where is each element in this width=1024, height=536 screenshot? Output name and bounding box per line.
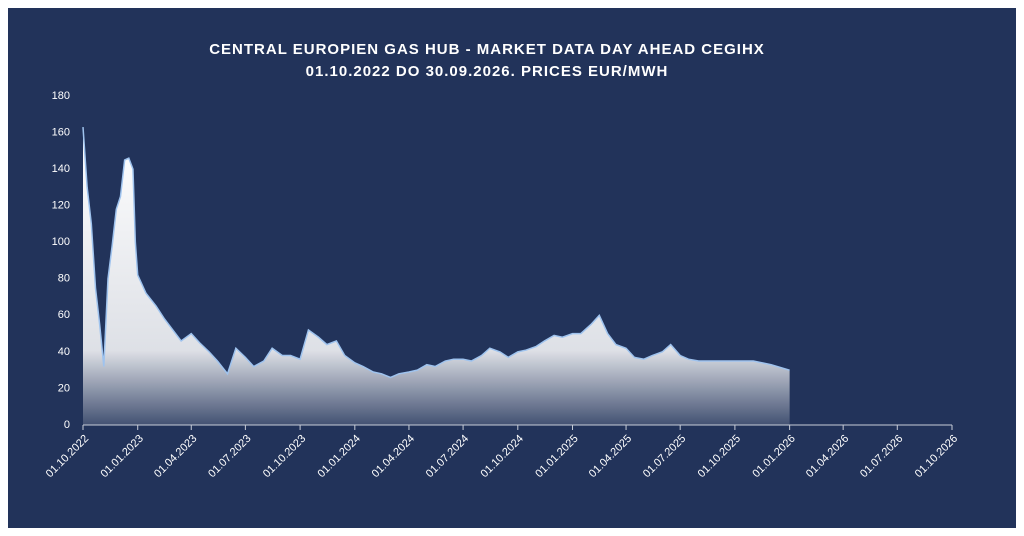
y-tick-label: 60 [58,309,70,321]
y-tick-label: 100 [52,236,70,248]
area [83,127,790,426]
chart-title: CENTRAL EUROPIEN GAS HUB - MARKET DATA D… [209,41,765,58]
y-tick-label: 40 [58,346,70,358]
y-tick-label: 20 [58,382,70,394]
y-tick-label: 160 [52,126,70,138]
y-tick-label: 140 [52,163,70,175]
chart-subtitle: 01.10.2022 DO 30.09.2026. PRICES EUR/MWH [306,63,669,80]
y-tick-label: 180 [52,90,70,102]
y-tick-label: 80 [58,273,70,285]
y-tick-label: 0 [64,419,70,431]
y-tick-label: 120 [52,200,70,212]
line [82,127,790,379]
chart-background [8,8,1016,528]
